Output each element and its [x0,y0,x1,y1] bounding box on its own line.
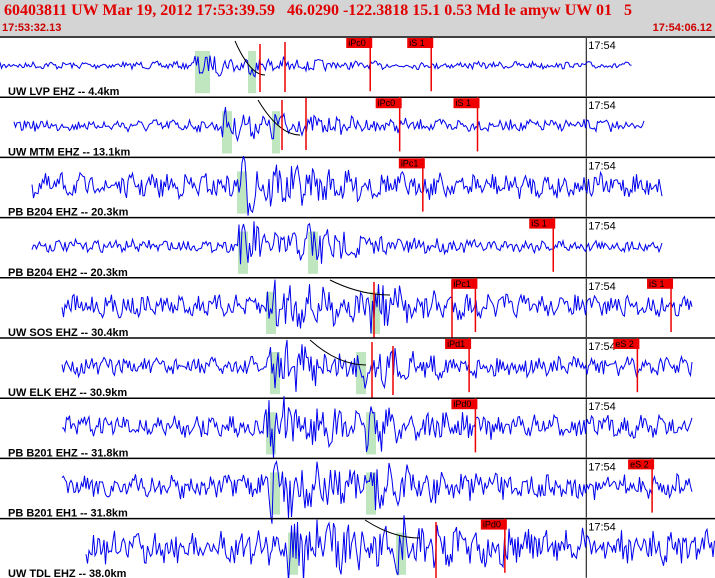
minute-label: 17:54 [588,281,616,293]
minute-label: 17:54 [588,341,616,353]
end-time-label: 17:54:06.12 [652,22,712,34]
pick-label: iPd1 [447,339,465,349]
station-label: UW TDL EHZ -- 38.0km [8,568,127,578]
pick-window [272,111,280,154]
minute-label: 17:54 [588,461,616,473]
travel-time-curve [364,519,421,539]
pick-label: iS 1 [409,38,425,48]
waveform-trace [31,221,663,265]
pick-box [445,339,472,349]
pick-label: iPd0 [453,399,471,409]
minute-label: 17:54 [588,522,616,534]
waveform-trace [61,279,693,334]
pick-box [480,519,507,530]
minute-label: 17:54 [588,160,616,172]
pick-label: iS 1 [531,219,547,229]
event-header: 60403811 UW Mar 19, 2012 17:53:39.59 46.… [0,0,715,36]
station-label: UW ELK EHZ -- 30.9km [8,387,127,399]
pick-label: iS 1 [649,279,665,289]
seismogram-plot: 17:54 iPc0 iS 1 UW LVP EHZ -- 4.4km 17:54 iPc… [0,36,715,578]
trace-panel: 17:54 iPc1 iS 1 UW SOS EHZ -- 30.4km [0,277,715,339]
travel-time-curve [257,99,301,136]
pick-box [453,98,480,109]
pick-label: iPc1 [453,279,471,289]
trace-panel: 17:54 iPc0 iS 1 UW MTM EHZ -- 13.1km [0,97,715,158]
travel-time-curve [234,40,266,76]
pick-box [451,278,478,289]
station-label: PB B204 EH2 -- 20.3km [8,267,128,279]
trace-panel: 17:54 iPd0 UW TDL EHZ -- 38.0km [8,515,715,578]
pick-box [451,399,478,410]
pick-window [248,51,256,94]
pick-label: iPc0 [348,38,366,48]
pick-label: iPc1 [401,158,419,168]
trace-panel: 17:54 iPd0 PB B201 EHZ -- 31.8km [0,396,715,459]
waveform-trace [61,460,693,524]
pick-label: eS 2 [615,339,634,349]
pick-window [370,291,380,334]
minute-label: 17:54 [588,221,616,233]
pick-label: eS 2 [630,459,649,469]
waveform-trace [13,106,645,143]
station-label: UW LVP EHZ -- 4.4km [8,86,120,98]
trace-panel: 17:54 iPd1 eS 2 UW ELK EHZ -- 30.9km [0,338,715,399]
pick-box [647,278,674,289]
travel-time-curve [329,279,391,296]
station-label: PB B201 EHZ -- 31.8km [8,447,129,459]
pick-box [375,98,402,109]
trace-panel: 17:54 eS 2 PB B201 EH1 -- 31.8km [0,458,715,524]
minute-label: 17:54 [588,40,616,52]
start-time-label: 17:53:32.13 [2,22,62,34]
pick-box [529,218,556,229]
pick-label: iPc0 [378,98,396,108]
waveform-trace [61,339,693,392]
pick-window [266,412,276,455]
pick-window [366,412,376,455]
minute-label: 17:54 [588,100,616,112]
pick-box [346,38,373,48]
pick-label: iS 1 [456,98,472,108]
pick-window [396,532,406,575]
pick-window [222,111,232,154]
waveform-trace [0,55,632,78]
pick-window [270,352,280,395]
station-label: PB B204 EHZ -- 20.3km [8,207,129,219]
waveform-trace [31,155,663,216]
pick-window [238,231,248,274]
pick-window [266,291,276,334]
pick-window [237,171,247,214]
station-label: UW SOS EHZ -- 30.4km [8,327,129,339]
pick-label: iPd0 [483,520,501,530]
trace-panel: 17:54 iPc1 PB B204 EHZ -- 20.3km [0,155,715,219]
minute-label: 17:54 [588,401,616,413]
event-title: 60403811 UW Mar 19, 2012 17:53:39.59 46.… [4,2,632,19]
station-label: UW MTM EHZ -- 13.1km [8,146,130,158]
pick-box [613,339,640,349]
pick-window [366,472,376,515]
trace-panel: 17:54 iPc0 iS 1 UW LVP EHZ -- 4.4km [0,37,715,98]
station-label: PB B201 EH1 -- 31.8km [8,508,128,520]
waveform-trace [85,515,715,578]
travel-time-curve [309,339,367,366]
pick-box [407,38,434,48]
trace-panel: 17:54 iS 1 PB B204 EH2 -- 20.3km [0,217,715,279]
waveform-trace [61,396,693,459]
pick-box [398,158,425,169]
pick-box [628,459,655,470]
pick-window [270,472,280,515]
